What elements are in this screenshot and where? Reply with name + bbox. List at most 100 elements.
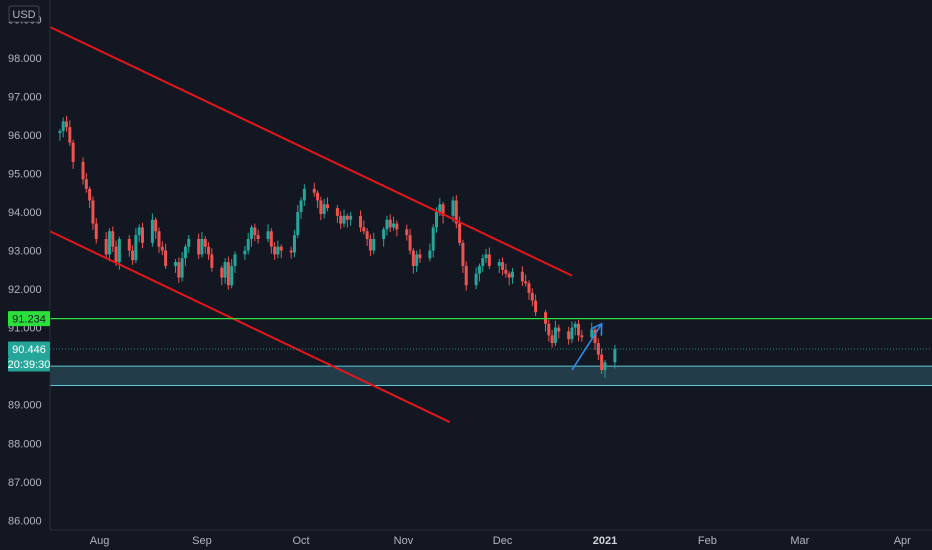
candle bbox=[405, 224, 409, 241]
candle-body bbox=[61, 121, 65, 132]
projection-arrow-shaft[interactable] bbox=[571, 323, 603, 371]
candle-body bbox=[580, 335, 584, 338]
current-price-badge-box bbox=[8, 341, 50, 357]
candle-body bbox=[335, 208, 339, 216]
candle bbox=[312, 182, 316, 197]
candle-body bbox=[382, 229, 386, 239]
candle-body bbox=[246, 238, 250, 251]
candle-body bbox=[117, 238, 121, 263]
y-tick-label: 96.000 bbox=[8, 130, 42, 142]
candle-body bbox=[253, 227, 257, 236]
candle bbox=[339, 211, 343, 229]
candle-body bbox=[577, 323, 581, 336]
candle bbox=[451, 196, 455, 223]
projection-arrow-head[interactable] bbox=[590, 322, 603, 336]
candle bbox=[131, 245, 135, 265]
candle-body bbox=[223, 262, 227, 278]
candle bbox=[107, 228, 111, 262]
candle-countdown-badge-box bbox=[8, 356, 50, 372]
x-tick-label: Dec bbox=[493, 535, 513, 547]
candle-body bbox=[316, 192, 320, 201]
x-tick-label: 2021 bbox=[593, 535, 617, 547]
candle-body bbox=[418, 254, 422, 259]
candle-body bbox=[477, 265, 481, 274]
candle bbox=[428, 243, 432, 262]
y-tick-label: 88.000 bbox=[8, 438, 42, 450]
candle bbox=[84, 173, 88, 193]
x-tick-label: Sep bbox=[192, 535, 212, 547]
candle bbox=[269, 228, 273, 254]
candle-body bbox=[544, 312, 548, 324]
candle bbox=[603, 360, 607, 378]
candle bbox=[461, 239, 465, 273]
candle-body bbox=[312, 188, 316, 193]
candle-body bbox=[368, 238, 372, 251]
candle bbox=[553, 320, 557, 347]
candle bbox=[474, 267, 478, 290]
lower-channel-trendline[interactable] bbox=[49, 230, 451, 423]
candle-body bbox=[279, 246, 283, 251]
candle-body bbox=[573, 323, 577, 328]
current-price-badge[interactable]: 90.446 bbox=[8, 341, 50, 357]
candle bbox=[392, 216, 396, 231]
candle bbox=[207, 242, 211, 260]
candle bbox=[570, 321, 574, 344]
resistance-price-badge[interactable]: 91.234 bbox=[8, 311, 50, 327]
candle bbox=[600, 348, 604, 374]
candle bbox=[246, 232, 250, 255]
candle-body bbox=[137, 227, 141, 236]
candle-body bbox=[203, 238, 207, 247]
candle-body bbox=[359, 215, 363, 228]
candle bbox=[596, 338, 600, 361]
drawings-layer bbox=[49, 26, 932, 423]
candle bbox=[276, 240, 280, 259]
currency-label[interactable]: USD bbox=[8, 5, 40, 23]
candle-body bbox=[345, 215, 349, 220]
candle-body bbox=[461, 242, 465, 266]
y-tick-label: 93.000 bbox=[8, 246, 42, 258]
candle-body bbox=[91, 200, 95, 224]
candle-body bbox=[454, 200, 458, 224]
candle bbox=[127, 235, 131, 257]
upper-channel-trendline[interactable] bbox=[49, 26, 573, 277]
candle bbox=[81, 157, 85, 185]
candle-body bbox=[534, 300, 538, 313]
candle bbox=[266, 224, 270, 243]
candle-body bbox=[226, 262, 230, 286]
candle-body bbox=[302, 188, 306, 201]
candle bbox=[243, 245, 247, 260]
support-zone[interactable] bbox=[50, 366, 932, 386]
candle bbox=[134, 228, 138, 264]
candle-body bbox=[68, 127, 72, 143]
candle-body bbox=[458, 223, 462, 243]
candle bbox=[111, 226, 115, 253]
candle-body bbox=[276, 246, 280, 255]
time-axis-panel[interactable] bbox=[0, 530, 932, 550]
price-badges: 91.234 90.446 20:39:30 bbox=[8, 311, 51, 372]
candle bbox=[345, 213, 349, 228]
candle bbox=[395, 220, 399, 237]
candle-body bbox=[104, 238, 108, 255]
candle-body bbox=[111, 231, 115, 247]
y-tick-label: 89.000 bbox=[8, 400, 42, 412]
price-axis-panel[interactable] bbox=[0, 0, 50, 550]
candle bbox=[524, 274, 528, 287]
candle bbox=[164, 243, 168, 270]
candle bbox=[550, 329, 554, 348]
candle bbox=[557, 324, 561, 339]
candle-body bbox=[164, 250, 168, 266]
candle-body bbox=[299, 200, 303, 212]
candle-body bbox=[590, 329, 594, 338]
x-tick-label: Aug bbox=[90, 535, 110, 547]
candle-body bbox=[349, 215, 353, 220]
candle bbox=[464, 261, 468, 291]
candle-countdown-badge[interactable]: 20:39:30 bbox=[8, 356, 51, 372]
candle-body bbox=[547, 323, 551, 336]
y-tick-label: 98.000 bbox=[8, 53, 42, 65]
candle-countdown-badge-text: 20:39:30 bbox=[8, 359, 51, 371]
candle bbox=[484, 249, 488, 263]
candle-body bbox=[388, 219, 392, 228]
candle bbox=[88, 186, 92, 209]
candle-body bbox=[593, 329, 597, 344]
